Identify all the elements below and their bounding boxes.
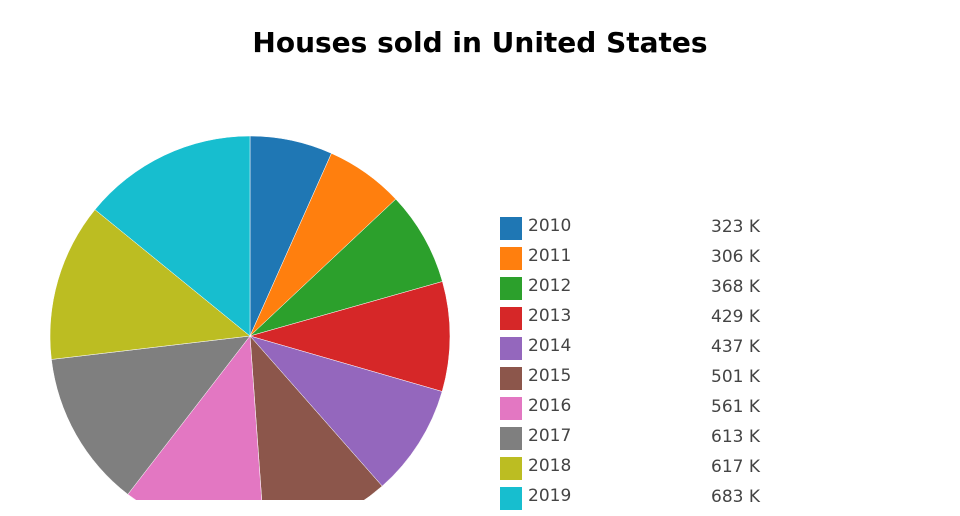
legend-item-2010[interactable]: 2010 323 K — [500, 216, 770, 246]
legend-item-2019[interactable]: 2019 683 K — [500, 486, 770, 516]
legend-label: 2016 — [528, 396, 572, 416]
legend-item-2016[interactable]: 2016 561 K — [500, 396, 770, 426]
value-label: 683 K — [711, 487, 760, 507]
legend-item-2012[interactable]: 2012 368 K — [500, 276, 770, 306]
value-label: 613 K — [711, 427, 760, 447]
legend-swatch — [500, 247, 522, 270]
legend-label: 2015 — [528, 366, 572, 386]
pie-slice-2019[interactable] — [94, 135, 251, 337]
legend-swatch — [500, 307, 522, 330]
legend-swatch — [500, 487, 522, 510]
pie-slice-2017[interactable] — [51, 335, 251, 495]
legend-label: 2011 — [528, 246, 572, 266]
legend-swatch — [500, 397, 522, 420]
legend-label: 2013 — [528, 306, 572, 326]
value-label: 323 K — [711, 217, 760, 237]
pie-chart — [49, 135, 451, 500]
legend-label: 2010 — [528, 216, 572, 236]
legend-item-2017[interactable]: 2017 613 K — [500, 426, 770, 456]
legend-label: 2012 — [528, 276, 572, 296]
chart-title: Houses sold in United States — [252, 26, 708, 59]
value-label: 306 K — [711, 247, 760, 267]
legend-swatch — [500, 337, 522, 360]
pie-slice-2018[interactable] — [49, 209, 251, 360]
legend-label: 2017 — [528, 426, 572, 446]
value-label: 368 K — [711, 277, 760, 297]
value-label: 429 K — [711, 307, 760, 327]
value-label: 437 K — [711, 337, 760, 357]
legend-item-2014[interactable]: 2014 437 K — [500, 336, 770, 366]
pie-slice-2015[interactable] — [249, 335, 383, 500]
legend-label: 2018 — [528, 456, 572, 476]
value-label: 561 K — [711, 397, 760, 417]
pie-slice-2012[interactable] — [249, 198, 443, 337]
legend-swatch — [500, 217, 522, 240]
legend-swatch — [500, 277, 522, 300]
value-label: 501 K — [711, 367, 760, 387]
legend-swatch — [500, 427, 522, 450]
legend-item-2018[interactable]: 2018 617 K — [500, 456, 770, 486]
legend-swatch — [500, 367, 522, 390]
legend-label: 2019 — [528, 486, 572, 506]
legend-item-2013[interactable]: 2013 429 K — [500, 306, 770, 336]
legend-item-2011[interactable]: 2011 306 K — [500, 246, 770, 276]
legend-swatch — [500, 457, 522, 480]
legend-label: 2014 — [528, 336, 572, 356]
pie-slice-2013[interactable] — [249, 281, 451, 392]
pie-slice-2014[interactable] — [249, 335, 443, 487]
legend-item-2015[interactable]: 2015 501 K — [500, 366, 770, 396]
value-label: 617 K — [711, 457, 760, 477]
